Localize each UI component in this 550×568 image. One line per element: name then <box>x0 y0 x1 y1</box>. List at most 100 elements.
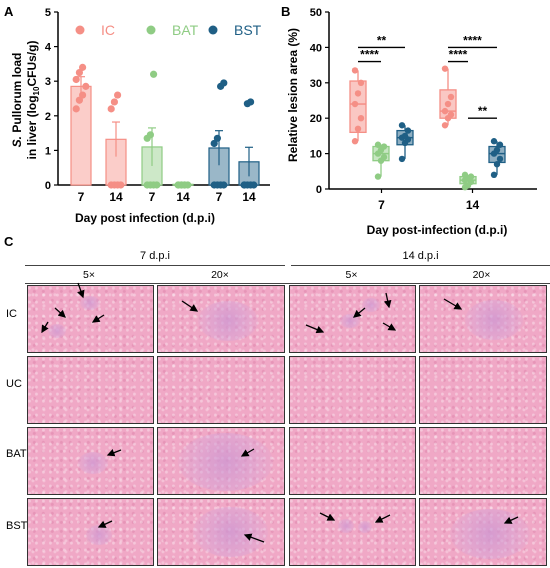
arrow-ic-14-5x-3 <box>305 324 325 334</box>
panel-label-b: B <box>281 4 291 19</box>
histology-uc-7dpi-20x <box>157 356 285 424</box>
histology-bst-7dpi-20x <box>157 498 285 566</box>
data-point <box>374 141 382 148</box>
data-point <box>380 153 388 161</box>
data-point <box>114 91 122 99</box>
histology-uc-7dpi-5x <box>27 356 154 424</box>
histology-bat-14dpi-20x <box>419 427 547 495</box>
lesion <box>358 521 372 533</box>
data-point <box>493 161 501 168</box>
histology-ic-14dpi-20x <box>419 285 547 353</box>
arrow-ic-7-5x-1 <box>77 282 85 299</box>
arrow-bat-7-5x <box>106 449 122 457</box>
row-label-uc: UC <box>6 378 22 390</box>
lesion <box>198 301 258 341</box>
data-point <box>220 181 228 189</box>
header-rule-7dpi <box>25 265 285 266</box>
data-point <box>374 173 382 180</box>
data-point <box>490 171 498 179</box>
lesion <box>465 300 523 340</box>
legend-label-bst: BST <box>234 22 262 38</box>
histology-bat-7dpi-5x <box>27 427 154 495</box>
mag-5x-7dpi: 5× <box>83 269 95 281</box>
chart-a-ytick-label: 1 <box>45 145 51 157</box>
chart-a-ytick-label: 0 <box>45 180 51 192</box>
chart-a-ylabel-line1: S. Pullorum load <box>10 53 24 148</box>
arrow-bst-14-5x-2 <box>374 514 391 523</box>
significance-label: **** <box>449 48 468 62</box>
legend-label-ic: IC <box>101 22 115 38</box>
data-point <box>461 171 469 179</box>
histology-uc-14dpi-5x <box>289 356 416 424</box>
ylabel2-post: CFUs/g) <box>25 41 39 87</box>
data-point <box>150 70 158 78</box>
arrow-ic-14-5x-4 <box>382 322 397 331</box>
data-point <box>181 181 189 189</box>
histology-bst-14dpi-20x <box>419 498 547 566</box>
data-point <box>447 111 455 118</box>
arrow-ic-7-5x-3 <box>41 321 49 334</box>
data-point <box>401 132 409 140</box>
data-point <box>146 131 154 139</box>
data-point <box>220 79 228 87</box>
significance-label: ** <box>478 104 488 118</box>
histology-bst-14dpi-5x <box>289 498 416 566</box>
chart-a-xtick-label: 14 <box>242 190 256 204</box>
mag-20x-14dpi: 20× <box>472 269 491 281</box>
data-point <box>213 134 221 142</box>
chart-b-ytick-label: 50 <box>310 7 322 19</box>
data-point <box>72 75 80 84</box>
lesion <box>78 452 108 474</box>
chart-a-ytick-label: 4 <box>45 42 52 54</box>
header-rule-mags <box>25 283 550 284</box>
data-point <box>75 68 83 77</box>
panel-label-a: A <box>4 4 14 19</box>
data-point <box>72 105 80 113</box>
lesion <box>338 519 354 533</box>
arrow-bst-14-20x <box>503 516 519 524</box>
data-point <box>107 105 115 113</box>
data-point <box>250 181 258 189</box>
significance-label: **** <box>463 33 482 47</box>
data-point <box>75 96 83 104</box>
chart-a-ytick-label: 3 <box>45 76 51 88</box>
chart-b-ytick-label: 40 <box>310 42 322 54</box>
data-point <box>441 65 449 72</box>
chart-a-ylabel-line2: in liver (log10CFUs/g) <box>25 41 41 160</box>
arrow-ic-7-5x-4 <box>91 314 105 323</box>
arrow-bat-7-20x <box>240 448 255 457</box>
histology-ic-14dpi-5x <box>289 285 416 353</box>
row-label-ic: IC <box>6 308 17 320</box>
panel-c: 7 d.p.i 14 d.p.i 5× 20× 5× 20× IC UC BAT… <box>0 245 550 568</box>
box-ic <box>349 80 367 134</box>
data-point <box>210 139 218 148</box>
arrow-ic-14-5x-2 <box>352 307 366 318</box>
data-point <box>247 98 255 106</box>
data-point <box>354 125 362 133</box>
data-point <box>110 98 118 106</box>
significance-label: ** <box>377 33 387 47</box>
chart-b-ytick-label: 0 <box>316 184 322 196</box>
data-point <box>444 100 452 108</box>
data-point <box>493 146 501 154</box>
arrow-ic-7-20x <box>181 300 199 312</box>
lesion <box>86 525 112 545</box>
chart-a-ytick-label: 5 <box>45 7 51 19</box>
arrow-bst-14-5x-1 <box>319 512 336 521</box>
data-point <box>447 93 455 101</box>
legend-label-bat: BAT <box>172 22 199 38</box>
chart-b-ytick-label: 20 <box>310 113 322 125</box>
arrow-ic-7-5x-2 <box>54 307 66 318</box>
chart-a-svg: S. Pullorum load in liver (log10CFUs/g) … <box>10 7 270 225</box>
data-point <box>240 181 248 189</box>
mag-5x-14dpi: 5× <box>345 269 358 281</box>
arrow-overlay <box>41 282 519 543</box>
chart-a-ytick-label: 2 <box>45 111 51 123</box>
header-7dpi: 7 d.p.i <box>140 250 170 262</box>
data-point <box>441 107 449 115</box>
ylabel-italic: S. <box>10 136 24 147</box>
lesion <box>48 324 66 338</box>
ylabel2-pre: in liver (log <box>25 95 39 159</box>
panel-label-c: C <box>4 234 14 249</box>
arrow-bst-7-5x <box>97 520 113 528</box>
